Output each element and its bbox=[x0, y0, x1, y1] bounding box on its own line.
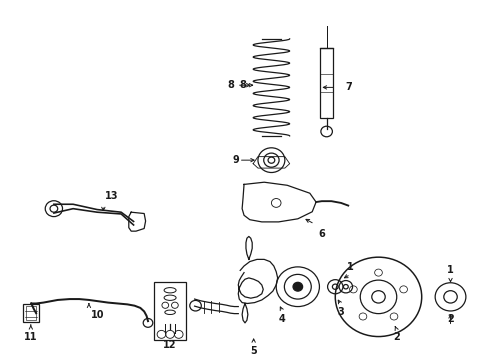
Polygon shape bbox=[242, 182, 316, 222]
Bar bbox=[23, 304, 39, 322]
Text: 10: 10 bbox=[91, 310, 104, 320]
Text: 11: 11 bbox=[24, 332, 38, 342]
Text: 2: 2 bbox=[447, 314, 454, 324]
Polygon shape bbox=[238, 259, 278, 303]
Text: 13: 13 bbox=[105, 191, 119, 201]
Text: 3: 3 bbox=[338, 307, 344, 317]
Text: 8: 8 bbox=[239, 80, 246, 90]
Bar bbox=[320, 48, 333, 118]
Circle shape bbox=[293, 282, 303, 291]
Text: 12: 12 bbox=[163, 340, 177, 350]
Text: 9: 9 bbox=[233, 155, 240, 165]
Text: 8: 8 bbox=[227, 80, 234, 90]
Polygon shape bbox=[242, 303, 248, 323]
Text: 6: 6 bbox=[318, 229, 325, 239]
Text: 5: 5 bbox=[250, 346, 257, 356]
Bar bbox=[154, 282, 186, 339]
Text: 4: 4 bbox=[279, 314, 286, 324]
Text: 1: 1 bbox=[447, 265, 454, 275]
Text: 2: 2 bbox=[393, 332, 400, 342]
Text: 7: 7 bbox=[346, 82, 353, 93]
Polygon shape bbox=[246, 237, 252, 259]
Polygon shape bbox=[253, 157, 290, 168]
Polygon shape bbox=[129, 212, 146, 231]
Text: 1: 1 bbox=[347, 262, 354, 272]
Bar bbox=[26, 306, 36, 320]
